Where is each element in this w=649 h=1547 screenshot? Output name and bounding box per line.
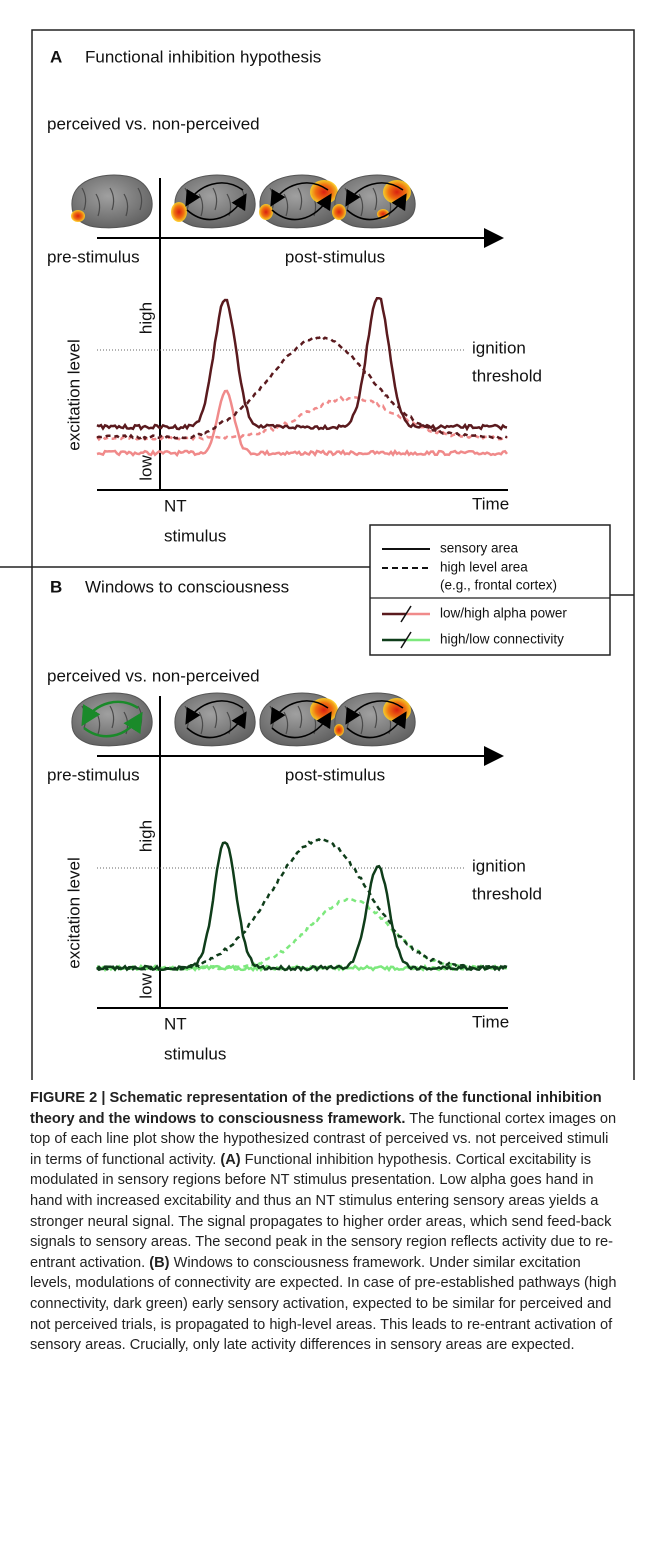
panel-title: Functional inhibition hypothesis: [85, 47, 321, 66]
curve-high-light: [97, 899, 507, 969]
threshold-label: threshold: [472, 366, 542, 385]
curve-sensory-dark: [97, 298, 507, 429]
curve-high-light: [97, 397, 507, 439]
time-label: Time: [472, 494, 509, 513]
threshold-label: ignition: [472, 856, 526, 875]
panel-label: B: [50, 577, 62, 596]
activation: [259, 204, 273, 220]
nt-label: NT: [164, 496, 187, 515]
y-axis-label: excitation level: [64, 339, 83, 451]
curve-sensory-dark: [97, 843, 507, 970]
time-label: Time: [472, 1012, 509, 1031]
low-label: low: [136, 973, 155, 999]
caption-label: (B): [149, 1255, 169, 1271]
legend-label: high/low connectivity: [440, 632, 564, 647]
panel-title: Windows to consciousness: [85, 577, 289, 596]
pre-label: pre-stimulus: [47, 765, 140, 784]
activation: [171, 202, 187, 222]
activation: [334, 724, 344, 736]
panel-subtitle: perceived vs. non-perceived: [47, 114, 260, 133]
caption-text: Functional inhibition hypothesis. Cortic…: [30, 1152, 613, 1271]
y-axis-label: excitation level: [64, 857, 83, 969]
panel: A Functional inhibition hypothesis perceiv…: [47, 47, 542, 545]
curve-high-dark: [97, 337, 507, 439]
nt-label: NT: [164, 1014, 187, 1033]
page: A Functional inhibition hypothesis perceiv…: [0, 0, 649, 1547]
curve-high-dark: [97, 839, 507, 969]
high-label: high: [136, 820, 155, 852]
high-label: high: [136, 302, 155, 334]
stimulus-label: stimulus: [164, 526, 226, 545]
stimulus-label: stimulus: [164, 1044, 226, 1063]
legend-label: (e.g., frontal cortex): [440, 578, 557, 593]
pre-label: pre-stimulus: [47, 247, 140, 266]
legend-label: sensory area: [440, 541, 519, 556]
activation: [332, 204, 346, 220]
legend: sensory area high level area (e.g., fron…: [370, 525, 610, 655]
curve-sensory-light: [97, 391, 507, 455]
brain: [72, 693, 152, 746]
low-label: low: [136, 455, 155, 481]
brain: [72, 175, 152, 228]
panel-label: A: [50, 47, 62, 66]
caption: FIGURE 2 | Schematic representation of t…: [30, 1088, 622, 1356]
legend-label: low/high alpha power: [440, 606, 567, 621]
figure: A Functional inhibition hypothesis perceiv…: [0, 0, 649, 1080]
post-label: post-stimulus: [285, 765, 385, 784]
legend-label: high level area: [440, 560, 528, 575]
threshold-label: ignition: [472, 338, 526, 357]
panel-subtitle: perceived vs. non-perceived: [47, 666, 260, 685]
post-label: post-stimulus: [285, 247, 385, 266]
threshold-label: threshold: [472, 884, 542, 903]
caption-label: (A): [220, 1152, 240, 1168]
activation: [71, 210, 85, 222]
